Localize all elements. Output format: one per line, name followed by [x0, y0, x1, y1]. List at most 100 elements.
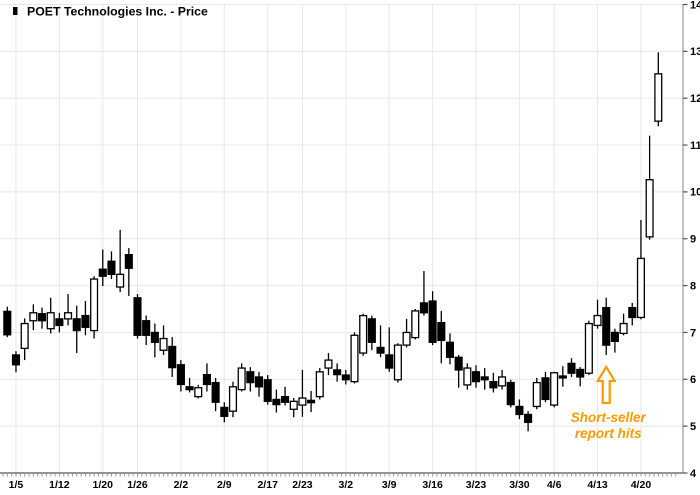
candle-body-down	[202, 373, 211, 386]
x-tick-label: 2/23	[292, 479, 313, 491]
axes	[0, 3, 688, 477]
candle-body-down	[281, 395, 290, 403]
candle-body-down	[437, 321, 446, 342]
candle-body-down	[471, 371, 481, 383]
candle-body-up	[64, 312, 73, 320]
candle-body-down	[98, 268, 107, 277]
y-tick-label: 4	[690, 468, 697, 480]
candle-body-up	[20, 322, 29, 350]
x-tick-label: 3/23	[466, 479, 487, 491]
candle-body-down	[628, 306, 637, 319]
candle-body-down	[3, 310, 12, 336]
x-tick-label: 1/20	[93, 479, 114, 491]
x-tick-label: 2/9	[217, 479, 232, 491]
candle-body-up	[411, 310, 420, 339]
candle-body-down	[610, 331, 619, 343]
candle-body-down	[419, 302, 428, 314]
y-axis-labels: 4 5 6 7 8 9 10 11 12 13 14	[690, 0, 700, 480]
x-tick-label: 4/20	[631, 479, 652, 491]
candle-body-down	[445, 341, 455, 358]
candle-body-up	[159, 337, 168, 351]
candle-body-down	[489, 380, 498, 389]
candle-body-up	[532, 381, 541, 408]
y-tick-label: 8	[690, 280, 696, 292]
candle-body-down	[37, 313, 47, 322]
gridlines	[0, 4, 683, 473]
candle-body-down	[133, 297, 142, 336]
candle-body-down	[72, 318, 81, 332]
candle-body-up	[359, 314, 368, 354]
candle-body-down	[515, 405, 524, 416]
chart-header: POET Technologies Inc. - Price	[13, 5, 208, 19]
x-tick-label: 4/13	[587, 479, 608, 491]
x-tick-label: 1/12	[49, 479, 70, 491]
y-tick-label: 11	[690, 140, 700, 152]
candlestick-series	[3, 52, 663, 432]
candle-body-up	[298, 397, 307, 406]
candle-body-down	[307, 399, 316, 404]
candle-body-down	[341, 374, 350, 381]
candle-body-up	[29, 312, 38, 322]
candle-body-down	[558, 375, 567, 379]
y-tick-label: 13	[690, 46, 700, 58]
candle-body-down	[124, 254, 133, 269]
x-tick-label: 3/2	[339, 479, 354, 491]
candle-body-up	[90, 278, 99, 332]
candle-body-down	[602, 306, 611, 346]
y-tick-label: 6	[690, 374, 696, 386]
candle-body-down	[55, 318, 64, 327]
x-tick-label: 2/17	[257, 479, 278, 491]
candle-body-down	[107, 260, 116, 276]
candle-body-down	[333, 369, 342, 376]
candle-body-down	[454, 356, 463, 371]
candle-body-up	[619, 322, 628, 335]
candle-body-down	[185, 386, 194, 391]
candle-body-up	[636, 257, 645, 319]
x-tick-label: 2/2	[174, 479, 189, 491]
candle-body-up	[593, 314, 602, 327]
candle-body-down	[541, 377, 550, 401]
candle-body-down	[246, 371, 255, 384]
y-tick-label: 5	[690, 421, 696, 433]
candle-body-down	[254, 376, 264, 388]
candle-body-up	[402, 331, 411, 346]
candle-body-down	[576, 368, 585, 378]
candle-body-up	[46, 312, 55, 330]
candle-body-up	[584, 322, 593, 374]
y-tick-label: 7	[690, 327, 696, 339]
chart-title: POET Technologies Inc. - Price	[27, 5, 208, 19]
y-tick-label: 9	[690, 234, 696, 246]
y-tick-label: 10	[690, 187, 700, 199]
candle-body-up	[237, 367, 246, 391]
candle-body-up	[654, 73, 663, 122]
x-tick-label: 3/9	[382, 479, 397, 491]
candle-body-down	[168, 345, 177, 369]
candle-body-up	[498, 376, 507, 387]
candle-body-down	[81, 314, 90, 328]
candle-body-down	[142, 320, 151, 336]
candle-body-down	[524, 413, 533, 424]
candle-body-down	[211, 381, 220, 403]
candle-body-down	[272, 398, 281, 406]
x-tick-label: 1/5	[9, 479, 24, 491]
candle-body-down	[428, 300, 437, 343]
candle-body-down	[367, 318, 376, 343]
x-tick-label: 3/30	[509, 479, 530, 491]
candle-body-down	[506, 381, 515, 406]
up-arrow-icon	[595, 364, 617, 405]
annotation-text-line2: report hits	[575, 426, 642, 441]
candle-body-up	[228, 386, 238, 412]
candle-body-down	[263, 379, 272, 402]
candle-body-up	[393, 344, 402, 381]
candle-body-down	[11, 354, 21, 366]
candle-body-down	[220, 406, 229, 417]
short-seller-annotation: Short-seller report hits	[571, 364, 646, 441]
candle-body-down	[150, 331, 159, 343]
candle-body-down	[385, 354, 394, 369]
x-tick-label: 1/26	[127, 479, 148, 491]
candle-body-up	[645, 179, 654, 238]
candle-body-up	[315, 371, 324, 398]
candle-body-down	[376, 346, 385, 354]
